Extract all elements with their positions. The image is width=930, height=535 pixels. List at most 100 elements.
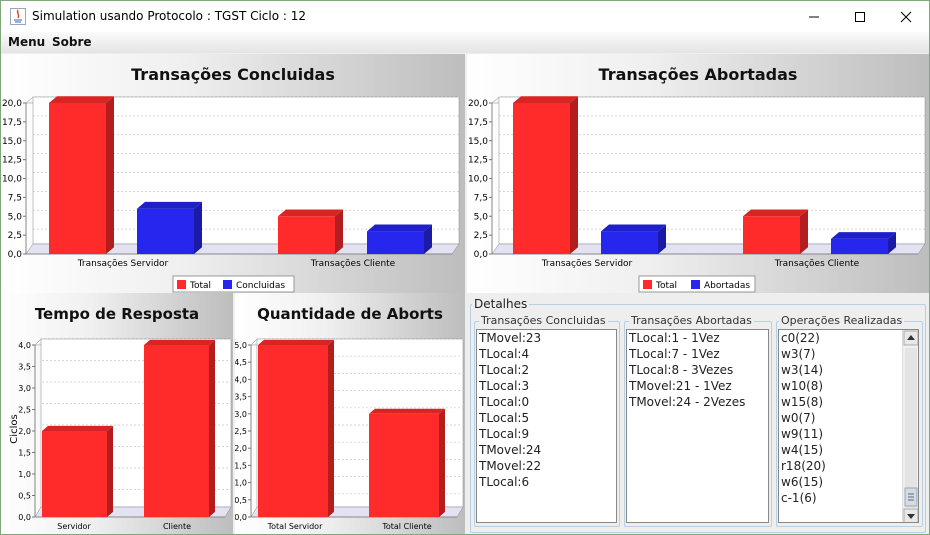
legend-swatch-total <box>643 280 652 289</box>
bar-0-top <box>49 96 114 103</box>
concluidas-item[interactable]: TLocal:2 <box>479 363 530 377</box>
plot-area: 20,0 17,5 15,0 12,5 10,0 7,5 5,0 2,5 0,0 <box>468 96 926 260</box>
title-bar[interactable]: Simulation usando Protocolo : TGST Ciclo… <box>1 1 929 32</box>
chart-abortadas: Transações Abortadas 20,0 17,5 15,0 12,5 10,… <box>468 65 926 293</box>
plot-area: 5,0 4,5 4,0 3,5 3,0 2,5 2,0 1,5 1,0 0,5 0,0 <box>234 338 464 522</box>
y-tick-label: 4,0 <box>18 341 31 350</box>
operacoes-item[interactable]: w0(7) <box>781 411 816 425</box>
bar-2-front <box>278 216 335 254</box>
abortadas-item[interactable]: TMovel:21 - 1Vez <box>629 379 732 393</box>
details-group <box>470 304 926 533</box>
y-tick-label: 0,0 <box>8 250 23 260</box>
concluidas-item[interactable]: TLocal:5 <box>479 411 530 425</box>
y-tick-label: 15,0 <box>2 137 22 147</box>
y-tick-label: 2,0 <box>18 427 31 436</box>
chart-panel-abortadas: Transações Abortadas 20,0 17,5 15,0 12,5 10,… <box>467 54 929 293</box>
operacoes-list[interactable]: c0(22) w3(7) w3(14) w10(8) w15(8) w0(7) w9(11)… <box>778 329 919 523</box>
abortadas-item[interactable]: TLocal:1 - 1Vez <box>629 331 720 345</box>
y-tick-label: 2,5 <box>235 427 247 436</box>
minimize-button[interactable] <box>791 1 837 32</box>
menu-sobre[interactable]: Sobre <box>52 35 92 49</box>
concluidas-item[interactable]: TMovel:23 <box>479 331 542 345</box>
bar-1-top <box>137 201 202 209</box>
chart-panel-aborts: Quantidade de Aborts 5,0 4,5 4,0 3,5 3,0 2,5 2… <box>234 293 465 534</box>
abortadas-item[interactable]: TLocal:7 - 1Vez <box>629 347 720 361</box>
java-app-icon <box>10 8 26 25</box>
concluidas-item[interactable]: TMovel:24 <box>479 443 542 457</box>
bar-1-side <box>194 201 202 254</box>
bar-1-front <box>144 345 209 517</box>
bar-2 <box>743 209 808 254</box>
operacoes-item[interactable]: w6(15) <box>781 475 824 489</box>
bar-1-top <box>144 339 215 345</box>
bar-0-top <box>258 339 334 345</box>
legend-label-total: Total <box>655 281 677 291</box>
y-tick-label: 17,5 <box>468 118 488 128</box>
concluidas-group-label: Transações Concluidas <box>479 314 608 327</box>
abortadas-list[interactable]: TLocal:1 - 1Vez TLocal:7 - 1Vez TLocal:8 -… <box>626 329 769 523</box>
bar-0-front <box>49 103 106 254</box>
operacoes-item[interactable]: w9(11) <box>781 427 824 441</box>
operacoes-item[interactable]: w10(8) <box>781 379 824 393</box>
bar-2-front <box>743 216 800 254</box>
bar-2 <box>278 209 343 254</box>
x-tick-label: Transações Cliente <box>774 259 860 269</box>
concluidas-item[interactable]: TLocal:3 <box>479 379 530 393</box>
concluidas-item[interactable]: TLocal:0 <box>479 395 530 409</box>
concluidas-item[interactable]: TLocal:6 <box>479 475 530 489</box>
legend-swatch-abortadas <box>691 280 700 289</box>
bar-0-side <box>106 96 114 254</box>
bar-1-top <box>369 408 445 414</box>
bar-0-front <box>42 431 107 517</box>
abortadas-item[interactable]: TLocal:8 - 3Vezes <box>629 363 734 377</box>
y-tick-label: 2,5 <box>8 231 22 241</box>
legend: Total Concluidas <box>172 275 295 293</box>
bar-1-top <box>601 224 666 232</box>
bar-2-top <box>743 209 808 217</box>
operacoes-item[interactable]: w15(8) <box>781 395 824 409</box>
legend-box <box>172 275 295 293</box>
bar-3-top <box>367 224 432 232</box>
y-tick-label: 5,0 <box>8 212 23 222</box>
chart-title: Transações Abortadas <box>599 65 798 84</box>
scroll-track[interactable] <box>905 348 917 508</box>
operacoes-item[interactable]: w3(14) <box>781 363 824 377</box>
operacoes-item[interactable]: r18(20) <box>781 459 826 473</box>
y-tick-label: 3,5 <box>235 393 247 402</box>
maximize-button[interactable] <box>837 1 883 32</box>
y-tick-label: 0,5 <box>18 492 31 501</box>
y-tick-label: 4,5 <box>235 358 247 367</box>
concluidas-list[interactable]: TMovel:23 TLocal:4 TLocal:2 TLocal:3 TLocal:… <box>476 329 617 523</box>
concluidas-item[interactable]: TMovel:22 <box>479 459 542 473</box>
bar-3-side <box>424 224 432 254</box>
bar-2-top <box>278 209 343 217</box>
bar-1-front <box>137 208 194 254</box>
y-tick-label: 0,5 <box>235 496 247 505</box>
details-panel: Detalhes Transações Concluidas TMovel:23… <box>467 293 929 534</box>
bar-3-side <box>888 232 896 254</box>
operacoes-scrollbar[interactable] <box>902 330 918 522</box>
bar-0 <box>42 425 113 517</box>
operacoes-item[interactable]: c-1(6) <box>781 491 817 505</box>
concluidas-item[interactable]: TLocal:9 <box>479 427 530 441</box>
y-tick-label: 4,0 <box>235 375 247 384</box>
menu-menu[interactable]: Menu <box>8 35 46 49</box>
operacoes-item[interactable]: c0(22) <box>781 331 820 345</box>
abortadas-item[interactable]: TMovel:24 - 2Vezes <box>629 395 746 409</box>
bar-3-front <box>831 238 888 254</box>
y-tick-label: 15,0 <box>468 137 488 147</box>
close-icon <box>900 11 912 22</box>
chart-tempo: Tempo de Resposta Ciclos 4,0 3,5 3,0 2,5 2,0… <box>9 305 232 531</box>
bar-0-front <box>258 345 328 517</box>
y-tick-label: 5,0 <box>235 341 247 350</box>
close-button[interactable] <box>883 1 929 32</box>
y-tick-label: 20,0 <box>2 99 22 109</box>
legend: Total Abortadas <box>638 275 756 293</box>
concluidas-item[interactable]: TLocal:4 <box>479 347 530 361</box>
chart-panel-concluidas: Transações Concluidas 20,0 17,5 15,0 12,5 10… <box>1 54 465 293</box>
y-tick-label: 1,0 <box>18 470 31 479</box>
y-tick-label: 0,0 <box>235 513 247 522</box>
operacoes-item[interactable]: w4(15) <box>781 443 824 457</box>
operacoes-item[interactable]: w3(7) <box>781 347 816 361</box>
y-tick-label: 0,0 <box>474 250 489 260</box>
